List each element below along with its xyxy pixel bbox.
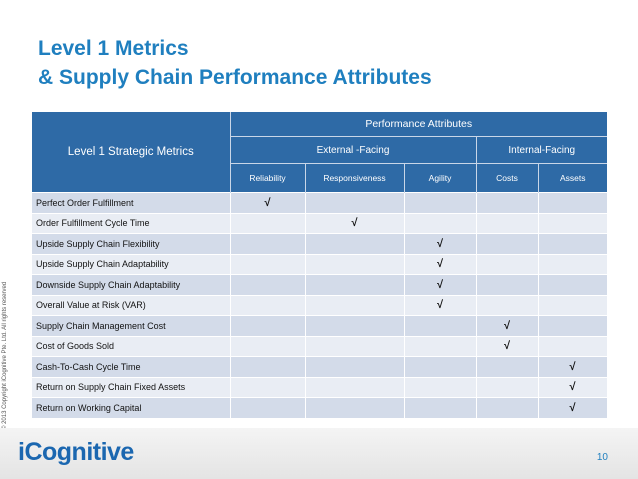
metric-name: Cost of Goods Sold bbox=[32, 335, 231, 357]
attribute-header-agility: Agility bbox=[404, 163, 477, 193]
metric-name: Overall Value at Risk (VAR) bbox=[32, 294, 231, 316]
check-cell: √ bbox=[230, 192, 306, 213]
check-cell bbox=[538, 212, 608, 234]
check-cell bbox=[476, 397, 539, 418]
metric-name: Upside Supply Chain Adaptability bbox=[32, 253, 231, 275]
check-cell: √ bbox=[404, 253, 477, 275]
footer-band: iCognitive 10 bbox=[0, 428, 638, 479]
check-cell bbox=[230, 233, 306, 254]
metric-name: Supply Chain Management Cost bbox=[32, 315, 231, 336]
check-cell bbox=[476, 294, 539, 316]
check-cell bbox=[404, 356, 477, 377]
check-cell bbox=[404, 192, 477, 213]
internal-facing-header: Internal-Facing bbox=[476, 136, 607, 164]
check-cell: √ bbox=[538, 356, 608, 377]
table-row: Cash-To-Cash Cycle Time √ bbox=[32, 356, 608, 377]
table-row: Overall Value at Risk (VAR) √ bbox=[32, 294, 608, 316]
check-cell bbox=[305, 315, 405, 336]
check-cell: √ bbox=[404, 233, 477, 254]
table-row: Return on Working Capital √ bbox=[32, 397, 608, 418]
metric-name: Cash-To-Cash Cycle Time bbox=[32, 356, 231, 377]
metric-name: Upside Supply Chain Flexibility bbox=[32, 233, 231, 254]
attribute-header-assets: Assets bbox=[538, 163, 607, 193]
table-row: Supply Chain Management Cost √ bbox=[32, 315, 608, 336]
check-cell bbox=[538, 315, 608, 336]
check-cell bbox=[230, 294, 306, 316]
table-row: Order Fulfillment Cycle Time √ bbox=[32, 212, 608, 234]
metric-name: Perfect Order Fulfillment bbox=[32, 192, 231, 213]
check-cell bbox=[538, 233, 608, 254]
external-facing-header: External -Facing bbox=[230, 136, 477, 164]
table-row: Upside Supply Chain Flexibility √ bbox=[32, 233, 608, 254]
metric-name: Return on Working Capital bbox=[32, 397, 231, 418]
check-cell bbox=[305, 274, 405, 295]
footer-background bbox=[0, 428, 638, 479]
check-cell bbox=[230, 212, 306, 234]
check-cell: √ bbox=[476, 335, 539, 357]
copyright-notice: © 2013 Copyright iCognitive Pte. Ltd. Al… bbox=[2, 281, 8, 430]
check-cell bbox=[476, 192, 539, 213]
check-cell bbox=[230, 253, 306, 275]
metric-name: Order Fulfillment Cycle Time bbox=[32, 212, 231, 234]
check-cell bbox=[230, 274, 306, 295]
table-row: Downside Supply Chain Adaptability √ bbox=[32, 274, 608, 295]
check-cell bbox=[476, 376, 539, 398]
table-row: Upside Supply Chain Adaptability √ bbox=[32, 253, 608, 275]
check-cell bbox=[305, 376, 405, 398]
check-cell bbox=[305, 294, 405, 316]
check-cell: √ bbox=[305, 212, 405, 234]
strategic-metrics-header: Level 1 Strategic Metrics bbox=[32, 112, 231, 193]
check-cell bbox=[230, 315, 306, 336]
check-cell bbox=[404, 212, 477, 234]
check-cell bbox=[404, 397, 477, 418]
icognitive-logo: iCognitive bbox=[18, 438, 134, 466]
check-cell: √ bbox=[404, 294, 477, 316]
slide-title: Level 1 Metrics & Supply Chain Performan… bbox=[38, 34, 432, 92]
attribute-header-costs: Costs bbox=[476, 163, 539, 193]
check-cell bbox=[404, 376, 477, 398]
title-line-2: & Supply Chain Performance Attributes bbox=[38, 66, 432, 89]
check-cell: √ bbox=[404, 274, 477, 295]
check-cell bbox=[538, 335, 608, 357]
check-cell bbox=[305, 356, 405, 377]
check-cell bbox=[230, 376, 306, 398]
check-cell bbox=[538, 274, 608, 295]
attribute-header-reliability: Reliability bbox=[230, 163, 306, 193]
check-cell bbox=[305, 335, 405, 357]
check-cell: √ bbox=[538, 376, 608, 398]
table-row: Return on Supply Chain Fixed Assets √ bbox=[32, 376, 608, 398]
title-line-1: Level 1 Metrics bbox=[38, 37, 189, 60]
metrics-table: Level 1 Strategic Metrics Performance At… bbox=[32, 112, 608, 418]
check-cell bbox=[230, 397, 306, 418]
check-cell bbox=[476, 253, 539, 275]
check-cell bbox=[476, 233, 539, 254]
check-cell bbox=[404, 315, 477, 336]
check-cell bbox=[305, 397, 405, 418]
attribute-header-responsiveness: Responsiveness bbox=[305, 163, 405, 193]
check-cell bbox=[476, 212, 539, 234]
table-row: Cost of Goods Sold √ bbox=[32, 335, 608, 357]
check-cell bbox=[230, 356, 306, 377]
check-cell: √ bbox=[538, 397, 608, 418]
check-cell bbox=[538, 192, 608, 213]
check-cell bbox=[538, 253, 608, 275]
performance-attributes-header: Performance Attributes bbox=[230, 112, 607, 137]
check-cell bbox=[230, 335, 306, 357]
metric-name: Downside Supply Chain Adaptability bbox=[32, 274, 231, 295]
check-cell bbox=[476, 356, 539, 377]
check-cell bbox=[538, 294, 608, 316]
table-row: Perfect Order Fulfillment √ bbox=[32, 192, 608, 213]
check-cell bbox=[305, 253, 405, 275]
check-cell bbox=[476, 274, 539, 295]
check-cell bbox=[305, 233, 405, 254]
metric-name: Return on Supply Chain Fixed Assets bbox=[32, 376, 231, 398]
page-number: 10 bbox=[596, 452, 608, 463]
check-cell bbox=[305, 192, 405, 213]
check-cell: √ bbox=[476, 315, 539, 336]
check-cell bbox=[404, 335, 477, 357]
